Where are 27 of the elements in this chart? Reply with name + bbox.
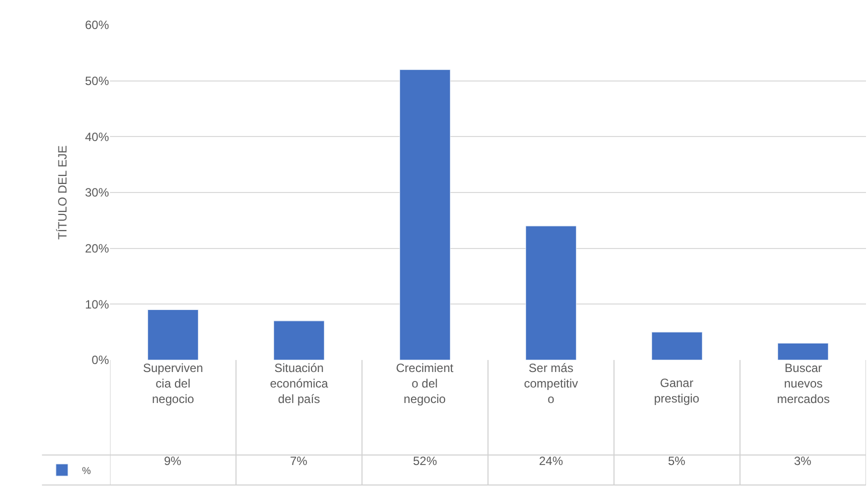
- x-tick-label: Crecimient o del negocio: [396, 361, 454, 406]
- data-label: 3%: [794, 454, 812, 468]
- y-tick-label: 0%: [92, 353, 110, 368]
- y-tick-label: 40%: [84, 130, 110, 144]
- y-tick-label: 30%: [84, 186, 110, 200]
- x-tick-label: Superviven cia del negocio: [143, 361, 204, 406]
- y-axis-title: TÍTULO DEL EJE: [55, 145, 70, 240]
- x-tick-label: Situación económica del país: [270, 361, 328, 406]
- data-label: 52%: [413, 454, 438, 468]
- x-tick-label: Ganar prestigio: [654, 376, 700, 406]
- data-label: 9%: [164, 454, 182, 468]
- y-tick-label: 50%: [84, 74, 110, 88]
- bar: [274, 320, 324, 360]
- bar: [652, 332, 702, 360]
- legend-label: %: [82, 466, 91, 477]
- data-label: 5%: [668, 454, 686, 468]
- y-tick-label: 60%: [84, 18, 110, 32]
- data-label: 7%: [290, 454, 308, 468]
- y-tick-label: 10%: [84, 297, 110, 312]
- bar: [778, 343, 828, 360]
- bar: [148, 310, 198, 360]
- bar: [400, 69, 450, 360]
- bar: [526, 226, 576, 360]
- x-tick-label: Ser más competitiv o: [524, 361, 578, 406]
- x-tick-label: Buscar nuevos mercados: [777, 361, 830, 406]
- data-label: 24%: [539, 454, 564, 468]
- y-tick-label: 20%: [84, 242, 110, 256]
